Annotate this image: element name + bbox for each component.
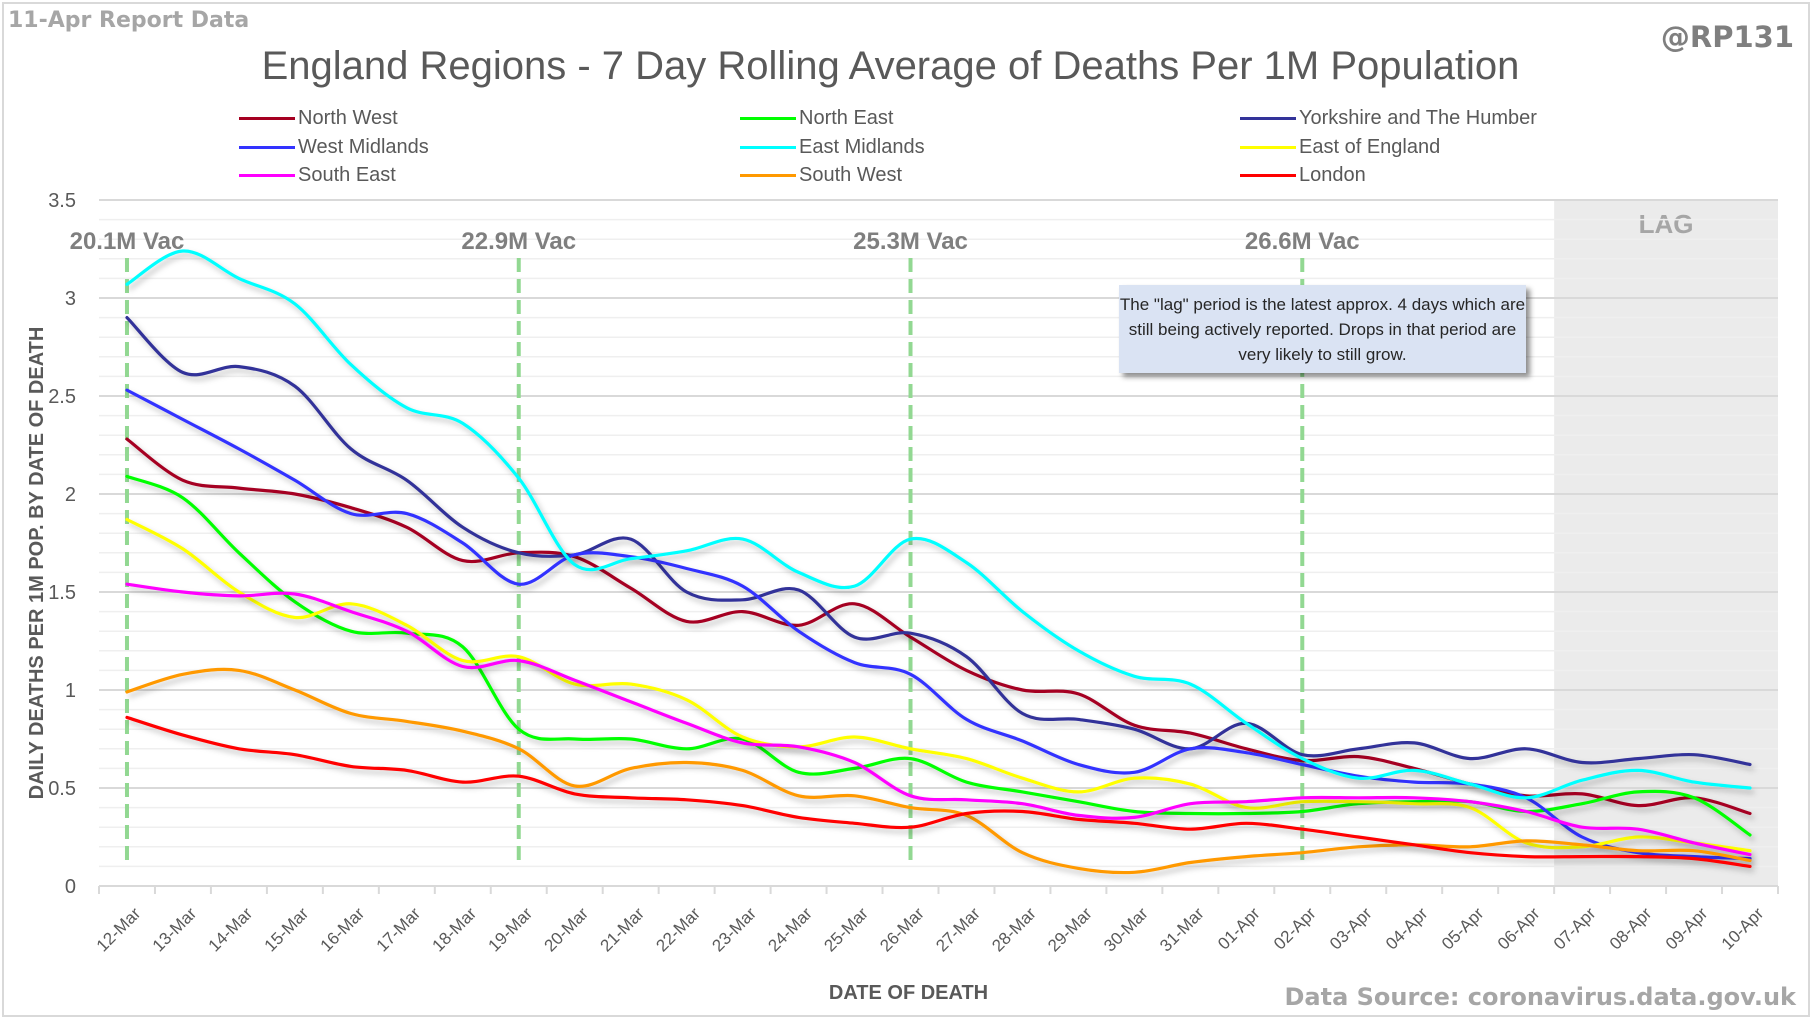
lag-region — [1554, 200, 1778, 886]
x-tick-label: 05-Apr — [1438, 904, 1488, 954]
x-tick-label: 24-Mar — [764, 904, 816, 956]
legend-swatch — [239, 117, 295, 120]
legend-label: North East — [799, 107, 894, 129]
x-tick-label: 31-Mar — [1156, 904, 1208, 956]
legend-label: West Midlands — [298, 136, 429, 158]
x-axis-title: DATE OF DEATH — [829, 982, 988, 1004]
x-tick-label: 03-Apr — [1326, 904, 1376, 954]
author-handle: @RP131 — [1660, 20, 1794, 54]
legend-item: North West — [239, 107, 398, 130]
legend-label: London — [1299, 164, 1366, 186]
lag-label: LAG — [1639, 209, 1694, 239]
y-tick-label: 3 — [65, 288, 76, 310]
x-tick-label: 15-Mar — [261, 904, 313, 956]
vaccination-marker-label: 20.1M Vac — [70, 228, 185, 255]
x-tick-label: 08-Apr — [1606, 904, 1656, 954]
x-tick-label: 21-Mar — [596, 904, 648, 956]
series-line — [125, 715, 1752, 868]
series-line — [125, 667, 1752, 875]
legend-label: South East — [298, 164, 396, 186]
x-tick-label: 18-Mar — [429, 904, 481, 956]
x-tick-label: 28-Mar — [988, 904, 1040, 956]
legend-swatch — [740, 146, 796, 149]
report-date: 11-Apr Report Data — [8, 8, 250, 33]
x-tick-label: 02-Apr — [1270, 904, 1320, 954]
x-tick-label: 25-Mar — [820, 904, 872, 956]
y-tick-label: 3.5 — [48, 190, 76, 212]
x-tick-label: 17-Mar — [373, 904, 425, 956]
x-tick-label: 27-Mar — [932, 904, 984, 956]
x-tick-label: 20-Mar — [541, 904, 593, 956]
legend-item: East Midlands — [740, 136, 925, 159]
x-tick-label: 07-Apr — [1550, 904, 1600, 954]
series-line — [125, 316, 1752, 767]
x-tick-label: 29-Mar — [1044, 904, 1096, 956]
x-tick-label: 19-Mar — [485, 904, 537, 956]
x-tick-label: 16-Mar — [317, 904, 369, 956]
vaccination-marker-label: 25.3M Vac — [853, 228, 968, 255]
y-tick-label: 1 — [65, 680, 76, 702]
legend-label: North West — [298, 107, 398, 129]
legend-swatch — [239, 146, 295, 149]
y-tick-label: 2.5 — [48, 386, 76, 408]
legend-label: South West — [799, 164, 903, 186]
x-tick-label: 14-Mar — [205, 904, 257, 956]
series-line — [125, 437, 1752, 816]
y-tick-label: 2 — [65, 484, 76, 506]
chart-title: England Regions - 7 Day Rolling Average … — [261, 44, 1520, 88]
data-source: Data Source: coronavirus.data.gov.uk — [1284, 983, 1797, 1011]
x-tick-label: 01-Apr — [1214, 904, 1264, 954]
series-line — [125, 249, 1752, 800]
y-axis-title: DAILY DEATHS PER 1M POP. BY DATE OF DEAT… — [26, 327, 48, 800]
x-tick-label: 06-Apr — [1494, 904, 1544, 954]
legend-swatch — [239, 174, 295, 177]
legend-item: East of England — [1240, 136, 1440, 159]
x-tick-label: 04-Apr — [1382, 904, 1432, 954]
x-tick-label: 23-Mar — [708, 904, 760, 956]
y-tick-label: 0.5 — [48, 778, 76, 800]
legend-label: East of England — [1299, 136, 1441, 158]
y-tick-label: 0 — [65, 876, 76, 898]
x-tick-label: 09-Apr — [1662, 904, 1712, 954]
series-line — [125, 582, 1752, 857]
series-line — [125, 517, 1752, 853]
x-tick-label: 26-Mar — [876, 904, 928, 956]
lag-note: The "lag" period is the latest approx. 4… — [1119, 285, 1526, 373]
legend-item: North East — [740, 107, 893, 130]
vaccination-marker-label: 22.9M Vac — [461, 228, 576, 255]
legend-swatch — [740, 117, 796, 120]
legend-item: South West — [740, 164, 902, 187]
legend-swatch — [1240, 117, 1296, 120]
x-tick-label: 13-Mar — [149, 904, 201, 956]
legend-item: West Midlands — [239, 136, 429, 159]
legend-item: London — [1240, 164, 1366, 187]
x-tick-label: 22-Mar — [652, 904, 704, 956]
y-tick-label: 1.5 — [48, 582, 76, 604]
vaccination-marker-label: 26.6M Vac — [1245, 228, 1360, 255]
x-tick-label: 12-Mar — [93, 904, 145, 956]
legend-label: Yorkshire and The Humber — [1299, 107, 1537, 129]
legend-label: East Midlands — [799, 136, 925, 158]
x-tick-label: 30-Mar — [1100, 904, 1152, 956]
legend-item: Yorkshire and The Humber — [1240, 107, 1537, 130]
legend-item: South East — [239, 164, 396, 187]
legend-swatch — [1240, 174, 1296, 177]
legend-swatch — [740, 174, 796, 177]
legend-swatch — [1240, 146, 1296, 149]
x-tick-label: 10-Apr — [1718, 904, 1768, 954]
